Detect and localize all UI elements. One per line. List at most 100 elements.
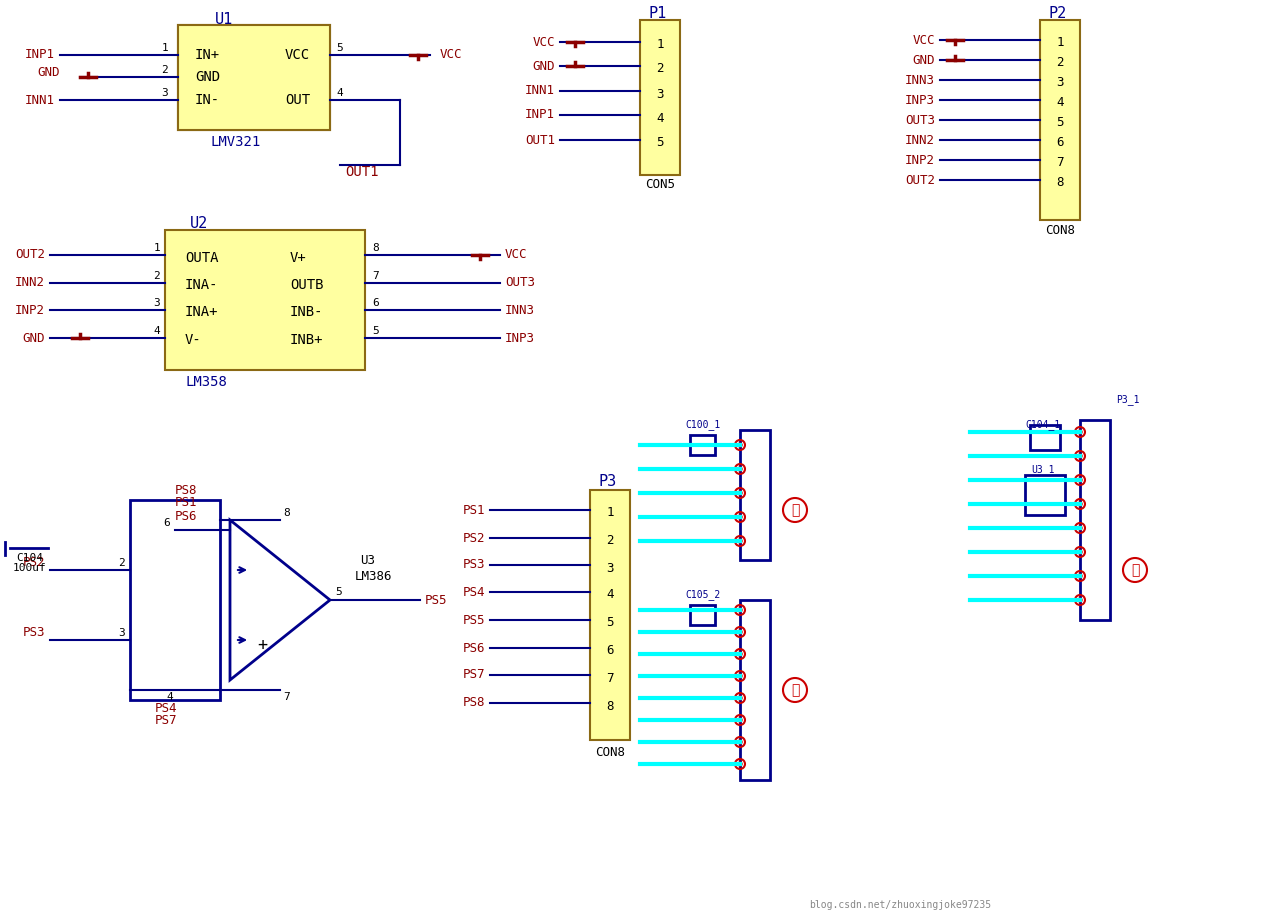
Text: OUTB: OUTB: [289, 278, 324, 292]
Text: P3_1: P3_1: [1116, 395, 1140, 406]
Text: 5: 5: [335, 587, 341, 597]
Text: 1: 1: [153, 243, 161, 253]
Text: PS3: PS3: [463, 558, 485, 572]
Circle shape: [738, 539, 742, 543]
Text: VCC: VCC: [440, 49, 463, 62]
Bar: [739, 600, 770, 780]
Text: PS2: PS2: [463, 532, 485, 544]
Text: PS6: PS6: [463, 642, 485, 655]
Circle shape: [738, 718, 742, 722]
Text: PS8: PS8: [174, 484, 197, 497]
Circle shape: [738, 491, 742, 495]
Text: 1: 1: [1057, 37, 1064, 50]
Bar: [1025, 475, 1066, 515]
Text: 6: 6: [1057, 137, 1064, 150]
Text: 3: 3: [1057, 76, 1064, 89]
Circle shape: [738, 443, 742, 447]
Text: 6: 6: [372, 298, 379, 308]
Text: C105_2: C105_2: [685, 589, 720, 600]
Circle shape: [1078, 598, 1082, 602]
Circle shape: [738, 630, 742, 634]
Text: OUT2: OUT2: [905, 174, 935, 186]
Text: CON5: CON5: [645, 178, 675, 192]
Text: U3_1: U3_1: [1031, 465, 1054, 476]
Bar: [1040, 20, 1079, 220]
Text: PS6: PS6: [174, 509, 197, 522]
Text: 7: 7: [1057, 156, 1064, 170]
Text: 2: 2: [119, 558, 125, 568]
Text: blog.csdn.net/zhuoxingjoke97235: blog.csdn.net/zhuoxingjoke97235: [809, 900, 991, 910]
Text: 3: 3: [162, 88, 168, 98]
Text: 6: 6: [163, 518, 169, 528]
Text: PS7: PS7: [463, 668, 485, 681]
Text: GND: GND: [38, 65, 59, 79]
Text: VCC: VCC: [284, 48, 310, 62]
Text: INP2: INP2: [905, 153, 935, 166]
Circle shape: [1078, 430, 1082, 434]
Text: IN+: IN+: [195, 48, 220, 62]
Text: 5: 5: [607, 617, 614, 630]
Text: INN2: INN2: [15, 276, 46, 289]
Bar: [1030, 425, 1060, 450]
Text: P1: P1: [648, 6, 666, 20]
Circle shape: [738, 696, 742, 700]
Circle shape: [738, 762, 742, 766]
Text: P3: P3: [598, 475, 617, 489]
Text: 5: 5: [1057, 117, 1064, 129]
Text: 8: 8: [607, 700, 614, 712]
Text: 4: 4: [153, 326, 161, 336]
Text: 3: 3: [153, 298, 161, 308]
Circle shape: [1078, 502, 1082, 506]
Circle shape: [738, 674, 742, 678]
Text: PS5: PS5: [425, 594, 447, 607]
Text: 7: 7: [372, 271, 379, 281]
Text: 4: 4: [656, 111, 664, 125]
Text: PS1: PS1: [174, 497, 197, 509]
Text: C100_1: C100_1: [685, 420, 720, 431]
Text: INP1: INP1: [525, 108, 555, 121]
Text: 2: 2: [153, 271, 161, 281]
Text: 8: 8: [1057, 176, 1064, 189]
Text: 5: 5: [336, 43, 343, 53]
Text: VCC: VCC: [913, 33, 935, 47]
Circle shape: [1078, 454, 1082, 458]
Text: 1: 1: [656, 39, 664, 51]
Text: INN3: INN3: [506, 304, 535, 317]
Text: CON8: CON8: [1045, 223, 1074, 237]
Text: INA+: INA+: [185, 305, 219, 319]
Text: GND: GND: [195, 70, 220, 84]
Text: 8: 8: [283, 508, 289, 518]
Circle shape: [738, 515, 742, 519]
Text: PS5: PS5: [463, 613, 485, 626]
Text: V+: V+: [289, 251, 307, 265]
Circle shape: [738, 740, 742, 744]
Text: GND: GND: [913, 53, 935, 66]
Text: 7: 7: [283, 692, 289, 702]
Text: IN-: IN-: [195, 93, 220, 107]
Text: LM386: LM386: [355, 570, 393, 584]
Text: 5: 5: [372, 326, 379, 336]
Text: INP1: INP1: [25, 49, 56, 62]
Bar: [690, 435, 715, 455]
Circle shape: [738, 652, 742, 656]
Text: PS8: PS8: [463, 697, 485, 710]
Text: ①: ①: [791, 503, 799, 517]
Circle shape: [1078, 478, 1082, 482]
Circle shape: [1078, 526, 1082, 530]
Text: 2: 2: [656, 62, 664, 75]
Text: 8: 8: [372, 243, 379, 253]
Text: PS7: PS7: [155, 713, 177, 726]
Text: 2: 2: [1057, 57, 1064, 70]
Text: 3: 3: [607, 562, 614, 575]
Text: GND: GND: [23, 331, 46, 344]
Text: 6: 6: [607, 644, 614, 657]
Text: INB+: INB+: [289, 333, 324, 347]
Text: 4: 4: [167, 692, 173, 702]
Text: INB-: INB-: [289, 305, 324, 319]
Text: U1: U1: [215, 13, 234, 28]
Text: 1: 1: [607, 507, 614, 520]
Circle shape: [1078, 550, 1082, 554]
Circle shape: [738, 608, 742, 612]
Bar: [130, 500, 220, 700]
Text: 3: 3: [656, 87, 664, 100]
